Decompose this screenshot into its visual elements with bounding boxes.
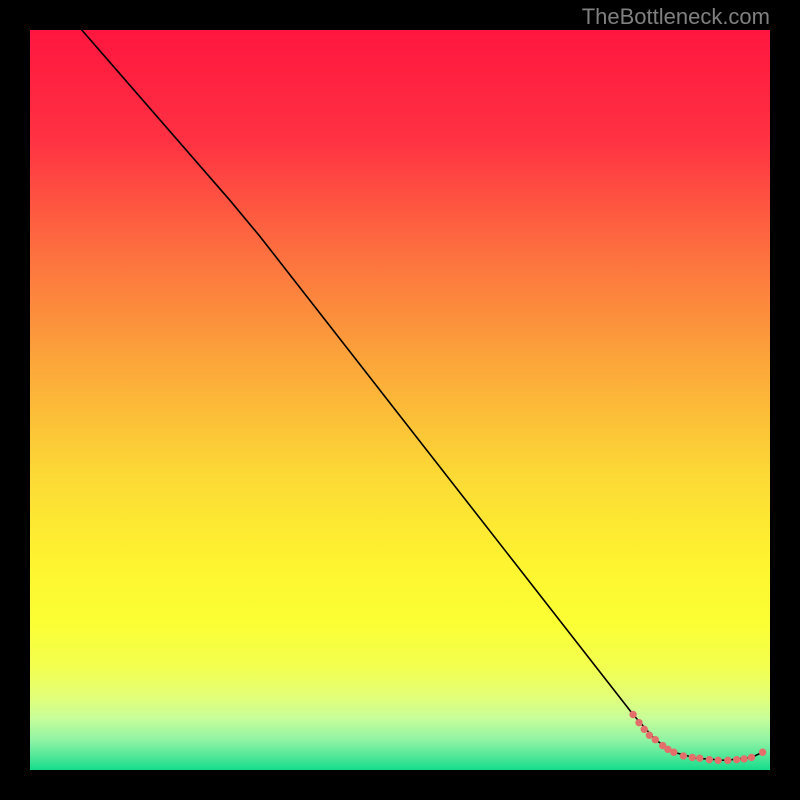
data-point-marker [665, 746, 671, 752]
data-point-marker [748, 754, 754, 760]
data-point-marker [706, 756, 712, 762]
plot-area [30, 30, 770, 770]
data-point-marker [689, 754, 695, 760]
chart-stage: TheBottleneck.com [0, 0, 800, 800]
data-point-marker [759, 749, 765, 755]
data-point-marker [671, 749, 677, 755]
plot-svg [30, 30, 770, 770]
data-point-marker [741, 756, 747, 762]
data-point-marker [636, 719, 642, 725]
data-point-marker [734, 756, 740, 762]
data-point-marker [680, 753, 686, 759]
data-point-marker [697, 755, 703, 761]
attribution-watermark: TheBottleneck.com [582, 4, 770, 30]
data-point-marker [630, 711, 636, 717]
data-point-marker [652, 736, 658, 742]
data-point-marker [715, 757, 721, 763]
data-point-marker [646, 732, 652, 738]
data-point-marker [641, 726, 647, 732]
bottleneck-curve [82, 30, 763, 760]
data-point-marker [725, 757, 731, 763]
